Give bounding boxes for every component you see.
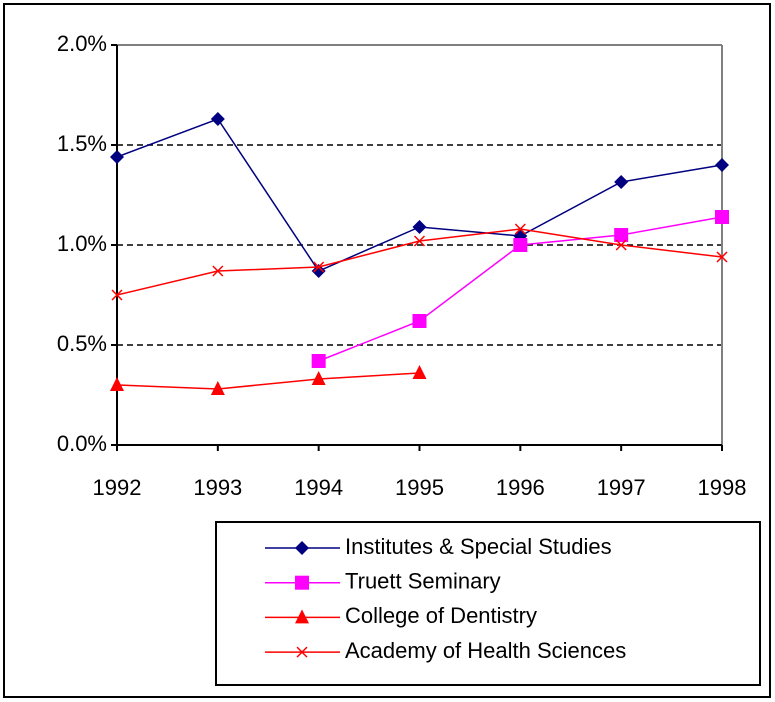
y-tick-label: 1.0% (57, 231, 107, 256)
x-tick-label: 1992 (93, 475, 142, 500)
x-tick-label: 1996 (496, 475, 545, 500)
marker (111, 289, 123, 301)
marker (412, 314, 427, 328)
marker (210, 381, 225, 395)
legend-label: Academy of Health Sciences (345, 638, 626, 663)
marker (716, 251, 728, 263)
marker (615, 239, 627, 251)
marker (514, 223, 526, 235)
marker (614, 228, 629, 242)
y-tick-label: 1.5% (57, 131, 107, 156)
x-tick-label: 1997 (597, 475, 646, 500)
marker (311, 371, 326, 385)
y-tick-label: 2.0% (57, 31, 107, 56)
marker (212, 265, 224, 277)
marker (614, 175, 629, 189)
y-tick-label: 0.5% (57, 331, 107, 356)
legend-label: College of Dentistry (345, 603, 537, 628)
marker (313, 261, 325, 273)
y-tick-label: 0.0% (57, 431, 107, 456)
marker (110, 150, 124, 164)
marker (412, 220, 427, 234)
marker (715, 210, 729, 224)
marker (110, 377, 124, 391)
legend-label: Truett Seminary (345, 569, 501, 594)
x-tick-label: 1994 (294, 475, 343, 500)
marker (412, 365, 427, 379)
marker (295, 575, 309, 590)
marker (210, 112, 225, 126)
marker (513, 238, 528, 252)
x-tick-label: 1998 (698, 475, 747, 500)
marker (311, 354, 326, 368)
marker (295, 609, 309, 624)
x-tick-label: 1995 (395, 475, 444, 500)
legend-label: Institutes & Special Studies (345, 534, 612, 559)
marker (296, 646, 308, 658)
marker (413, 235, 426, 247)
series-line (116, 372, 420, 390)
marker (715, 158, 729, 172)
x-tick-label: 1993 (193, 475, 242, 500)
marker (295, 541, 309, 555)
